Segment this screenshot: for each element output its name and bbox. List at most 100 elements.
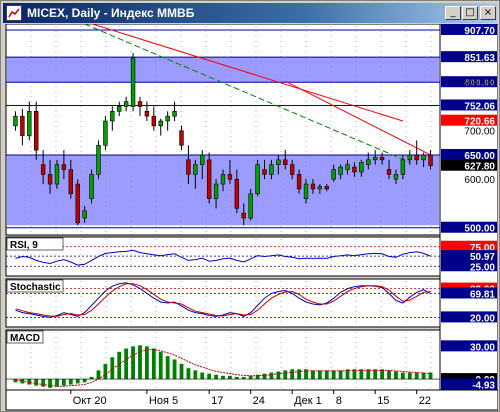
candle-body	[227, 174, 233, 180]
candle-body	[421, 154, 426, 161]
price-level-label: 851.63	[464, 53, 495, 64]
macd-bar	[359, 369, 364, 380]
macd-level-label-tag	[441, 340, 497, 352]
macd-bar	[331, 370, 336, 380]
macd-bar	[241, 376, 246, 380]
macd-bar	[13, 379, 18, 383]
macd-bar	[276, 371, 281, 380]
macd-bar	[428, 372, 433, 380]
trendline	[84, 24, 410, 163]
macd-bar	[193, 370, 198, 380]
macd-bar	[228, 375, 232, 380]
stochastic-line	[15, 282, 431, 318]
maximize-button[interactable]: □	[462, 6, 478, 20]
candle-body	[40, 164, 46, 175]
macd-bar	[117, 351, 122, 380]
macd-bar	[89, 376, 94, 380]
price-level-label: 650.00	[464, 151, 495, 162]
macd-bar	[27, 379, 32, 385]
macd-bar	[255, 374, 260, 380]
macd-bar	[269, 372, 274, 380]
candle-body	[255, 164, 260, 195]
stochastic-level-label-tag	[441, 287, 497, 299]
macd-bar	[68, 379, 73, 385]
candle-body	[428, 154, 433, 166]
macd-bar	[34, 379, 39, 386]
candle-body	[144, 111, 150, 117]
stochastic-label: Stochastic	[10, 282, 61, 293]
candle-body	[89, 174, 94, 199]
macd-signal-line	[15, 349, 431, 387]
candle-body	[372, 157, 378, 161]
macd-bar	[338, 370, 343, 380]
macd-bar	[297, 369, 302, 380]
macd-bar	[290, 369, 295, 380]
macd-bar	[41, 379, 46, 387]
minimize-button[interactable]: _	[445, 6, 461, 20]
chart-area[interactable]: 907.70 851.63 800.00 752.06 720.66 650.00627.…	[3, 24, 498, 411]
macd-bar	[75, 379, 80, 384]
rsi-line	[15, 249, 431, 266]
candle-body	[303, 183, 309, 199]
candle-body	[283, 159, 288, 165]
candle-body	[276, 159, 281, 165]
candle-body	[165, 115, 170, 122]
macd-bar	[61, 379, 66, 386]
macd-bar	[400, 372, 405, 380]
rsi-level-label: 50.97	[470, 252, 495, 263]
macd-bar	[421, 372, 426, 380]
macd-bar	[131, 346, 135, 380]
macd-bar	[387, 370, 391, 380]
price-level-label-tag	[441, 221, 497, 233]
macd-bar	[124, 348, 129, 380]
macd-bar	[366, 369, 371, 380]
candle-body	[54, 164, 60, 185]
title-bar[interactable]: MICEX, Daily - Индекс ММВБ _ □ ×	[3, 3, 497, 23]
price-tick-label: 700.00	[464, 127, 495, 138]
macd-bar	[248, 375, 253, 380]
price-level-label-tag	[441, 148, 497, 160]
candle-body	[27, 111, 32, 136]
candle-body	[186, 159, 191, 175]
price-tick-label: 800.00	[464, 78, 495, 89]
candle-body	[331, 169, 336, 180]
candle-body	[137, 101, 143, 107]
candle-body	[317, 186, 323, 190]
stoch-pane	[5, 278, 441, 328]
macd-bar	[179, 363, 184, 380]
rsi-label-box	[6, 237, 64, 251]
rsi-level-label-tag	[441, 240, 497, 252]
time-axis-label: 17	[211, 395, 223, 407]
candle-body	[20, 115, 25, 136]
candle-body	[248, 193, 253, 219]
price-level-label: 752.06	[464, 101, 495, 112]
window-title: MICEX, Daily - Индекс ММВБ	[27, 6, 195, 20]
macd-bar	[304, 369, 308, 380]
candle-body	[234, 178, 240, 209]
macd-bar	[262, 373, 267, 380]
price-level-label-tag	[441, 159, 497, 171]
candle-body	[345, 164, 350, 170]
time-axis-label: 8	[336, 395, 342, 407]
price-level-label-tag	[441, 51, 497, 63]
time-axis-label: Ноя 5	[149, 395, 178, 407]
candle-body	[200, 154, 205, 165]
close-button[interactable]: ×	[480, 6, 496, 20]
rsi-level-label-tag	[441, 250, 497, 262]
macd-bar	[311, 370, 315, 380]
macd-bar	[151, 348, 156, 380]
macd-bar	[324, 370, 329, 380]
macd-bar	[221, 375, 225, 380]
candle-body	[206, 159, 212, 199]
stochastic-level-label: 20.00	[470, 313, 495, 324]
price-level-label: 800.00	[464, 78, 495, 89]
candle-body	[103, 120, 108, 146]
candle-body	[75, 183, 80, 224]
candle-body	[13, 115, 18, 127]
macd-label-box	[6, 330, 44, 344]
price-level-label: 627.80	[464, 162, 495, 173]
candle-body	[338, 166, 343, 175]
time-axis-label: 15	[377, 395, 389, 407]
price-level-label-tag	[441, 114, 497, 126]
